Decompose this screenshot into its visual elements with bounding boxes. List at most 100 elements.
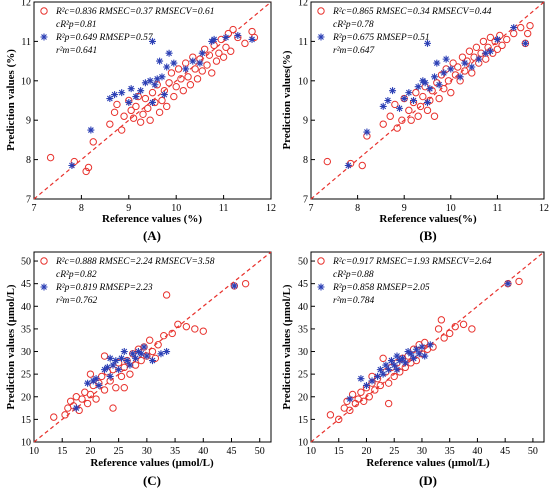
calibration-point [203,61,211,69]
prediction-point [396,104,404,112]
panel-c: 10 15 20 25 30 35 40 45 50 10 15 20 25 30 35 40 45 50 R²c=… [5,251,272,488]
prediction-point [156,57,164,65]
calibration-point [346,406,354,415]
x-tick-label: 45 [500,446,510,457]
calibration-point [177,75,185,83]
prediction-point [158,73,166,81]
calibration-point [384,379,393,387]
prediction-point [344,162,352,170]
prediction-point [132,93,140,101]
y-tick-label: 20 [21,392,31,403]
calibration-point [482,55,490,63]
x-tick-label: 30 [142,446,152,457]
calibration-point [170,92,178,101]
prediction-point [137,350,145,358]
x-tick-label: 8 [355,203,360,214]
prediction-point [379,370,387,378]
prediction-point [418,343,426,351]
legend-text: R²p=0.675 RMSEP=0.51 [332,33,430,43]
y-tick-label: 12 [298,0,308,9]
calibration-point [215,49,223,57]
prediction-point [468,63,476,71]
prediction-point [442,55,450,63]
legend-calibration-marker [40,257,48,265]
legend-calibration-marker [317,7,325,15]
y-tick-label: 7 [26,195,31,206]
prediction-point [400,95,408,103]
calibration-point [498,41,506,50]
calibration-point [435,94,443,103]
prediction-point [120,348,128,356]
prediction-point [399,354,407,362]
x-tick-label: 20 [361,446,371,457]
prediction-point [414,83,422,91]
calibration-point [433,79,441,87]
calibration-point [120,112,128,120]
calibration-point [241,279,250,288]
calibration-point [484,43,492,52]
calibration-point [83,399,92,408]
y-tick-label: 25 [21,370,31,381]
legend-text: R²p=0.649 RMSEP=0.57 [55,33,154,43]
prediction-point [153,75,161,83]
legend-text: cR²p=0.78 [333,20,374,30]
y-tick-label: 40 [21,302,31,313]
prediction-point [101,366,109,374]
calibration-point [445,329,454,338]
legend-prediction-marker [317,283,325,291]
y-tick-label: 10 [298,438,308,449]
calibration-point [393,124,401,132]
prediction-point [143,352,151,360]
prediction-point [435,81,443,89]
y-tick-label: 25 [298,370,308,381]
prediction-point [117,354,125,362]
calibration-point [158,96,166,105]
y-axis-label: Prediction values(%) [281,50,293,149]
prediction-point [379,102,387,110]
prediction-point [84,379,92,387]
prediction-point [387,357,395,365]
y-tick-label: 8 [303,155,308,166]
x-axis-label: Reference values(%) [379,213,477,225]
y-tick-label: 40 [298,302,308,313]
calibration-point [193,75,202,83]
prediction-point [433,59,441,67]
calibration-point [348,390,357,399]
calibration-point [419,92,427,101]
calibration-point [82,167,90,176]
calibration-point [405,106,413,115]
prediction-point [103,363,111,371]
prediction-point [234,31,242,39]
calibration-point [144,104,152,113]
prediction-point [163,63,171,71]
calibration-point [109,404,117,412]
y-tick-label: 10 [298,76,308,87]
calibration-point [205,51,214,59]
prediction-point [132,354,140,362]
calibration-point [181,59,190,67]
prediction-point [149,37,156,45]
y-tick-label: 10 [21,438,31,449]
prediction-point [109,361,117,369]
calibration-point [227,47,235,55]
calibration-point [426,96,434,105]
calibration-point [479,37,488,46]
x-tick-label: 40 [198,446,208,457]
prediction-point [357,375,365,383]
x-tick-label: 12 [539,203,549,214]
calibration-point [444,77,453,85]
prediction-point [157,350,165,358]
calibration-point [391,100,399,109]
plot-frame [310,1,545,200]
calibration-point [376,381,385,390]
calibration-point [141,94,150,103]
prediction-point [482,49,490,57]
prediction-point [106,372,114,380]
prediction-point [118,89,126,97]
prediction-point [106,354,114,362]
calibration-point [414,112,422,120]
prediction-point [126,361,134,369]
prediction-point [222,33,230,41]
prediction-point [424,98,431,106]
prediction-point [92,375,100,383]
